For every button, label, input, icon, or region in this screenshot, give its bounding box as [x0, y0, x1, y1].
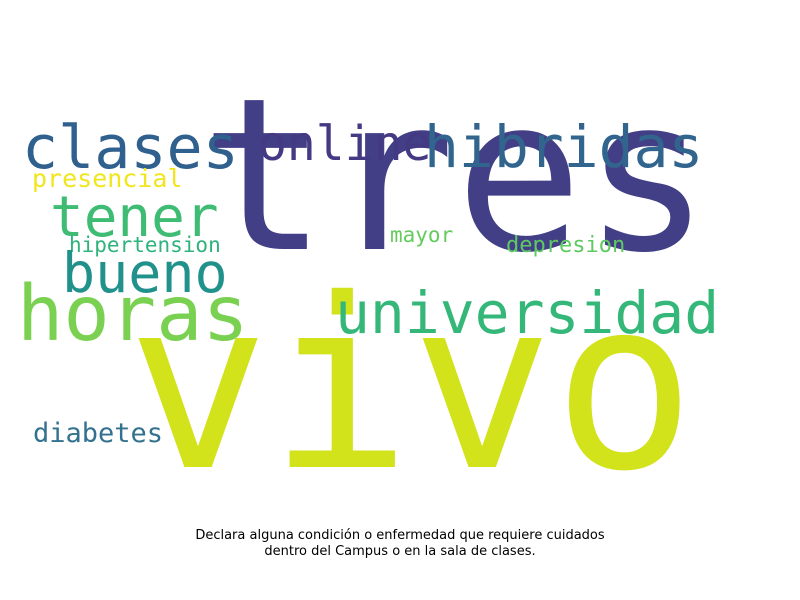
- caption-line-1: Declara alguna condición o enfermedad qu…: [195, 528, 605, 543]
- word-universidad: universidad: [335, 279, 720, 347]
- word-hibridas: hibridas: [424, 113, 704, 181]
- cloud-caption: Declara alguna condición o enfermedad qu…: [100, 528, 700, 560]
- word-online: online: [258, 116, 432, 172]
- word-depresion: depresion: [506, 233, 626, 258]
- word-hipertension: hipertension: [69, 233, 221, 257]
- word-horas: horas: [17, 270, 249, 359]
- word-vivo: vivo: [127, 248, 696, 523]
- word-presencial: presencial: [32, 164, 183, 193]
- word-mayor: mayor: [390, 223, 454, 247]
- word-tres: tres: [200, 52, 711, 299]
- word-clases: clases: [22, 113, 239, 183]
- word-diabetes: diabetes: [33, 418, 164, 449]
- word-bueno: bueno: [62, 241, 228, 305]
- caption-line-2: dentro del Campus o en la sala de clases…: [264, 544, 536, 559]
- word-tener: tener: [50, 185, 219, 250]
